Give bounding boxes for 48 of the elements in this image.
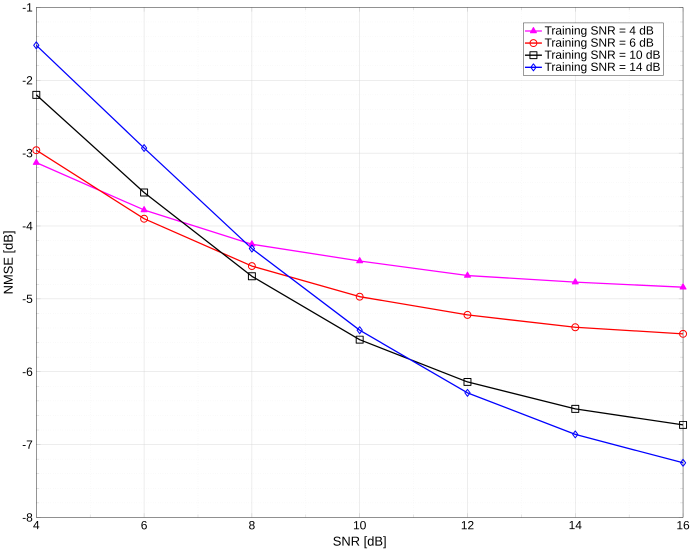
y-tick-label: -4 [22, 222, 32, 230]
y-tick-label: -1 [22, 4, 32, 12]
point [679, 330, 688, 338]
x-tick-label: 12 [462, 521, 474, 530]
point [356, 292, 364, 301]
legend-label: Training SNR = 10 dB [544, 50, 660, 62]
point [356, 326, 363, 334]
point [571, 405, 580, 414]
legend-label: Training SNR = 14 dB [544, 62, 660, 74]
y-tick-label: -7 [22, 440, 32, 449]
point [32, 146, 40, 154]
y-tick-label: -6 [22, 368, 32, 376]
point [463, 311, 472, 320]
legend-label: Training SNR = 6 dB [544, 38, 654, 50]
x-tick-label: 16 [677, 521, 690, 530]
point [572, 430, 578, 439]
point [140, 206, 148, 212]
point [32, 91, 40, 100]
point [248, 262, 256, 270]
point [680, 283, 687, 290]
x-axis-title: SNR [dB] [333, 536, 386, 548]
point [679, 421, 688, 430]
point [680, 459, 686, 467]
point [572, 278, 579, 285]
point [32, 158, 40, 166]
y-tick-label: -8 [22, 513, 32, 522]
point [140, 214, 148, 223]
point [464, 272, 471, 278]
point [248, 244, 255, 253]
x-tick-label: 6 [141, 521, 147, 530]
y-axis-title: NMSE [dB] [3, 232, 16, 294]
x-tick-label: 4 [33, 521, 40, 530]
point [248, 272, 256, 280]
point [140, 144, 148, 152]
point [464, 389, 471, 398]
x-tick-label: 14 [570, 521, 582, 530]
x-tick-label: 8 [249, 521, 255, 530]
x-tick-label: 10 [354, 521, 366, 530]
point [463, 378, 472, 386]
point [571, 324, 580, 332]
legend-label: Training SNR = 4 dB [544, 26, 654, 38]
y-tick-label: -5 [22, 294, 32, 304]
point [356, 257, 364, 264]
point [140, 188, 148, 197]
point [33, 42, 40, 50]
point [356, 336, 364, 344]
y-tick-label: -3 [22, 149, 32, 158]
y-tick-label: -2 [22, 76, 32, 85]
